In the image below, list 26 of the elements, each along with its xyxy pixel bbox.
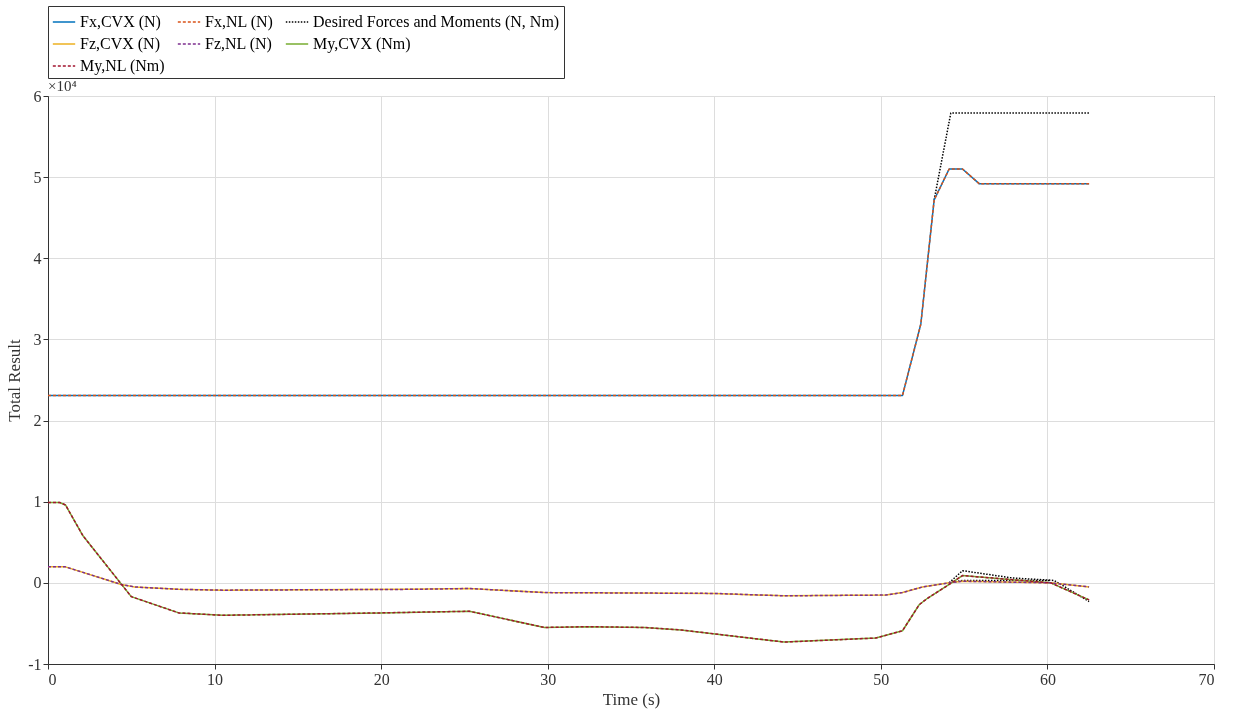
x-tick-label: 50 [873,670,890,688]
text: ×10⁴ [48,78,77,94]
x-tick-label: 30 [540,670,557,688]
y-tick-label: 2 [33,412,42,430]
legend-label: Fz,CVX (N) [80,35,160,53]
x-axis-title: Time (s) [602,689,661,709]
y-tick-label: -1 [28,655,42,673]
y-tick-label: 3 [33,330,42,348]
legend-label: My,NL (Nm) [80,57,165,75]
x-tick-label: 10 [207,670,224,688]
y-tick-label: 6 [33,87,42,105]
legend-label: Fx,CVX (N) [80,13,161,31]
x-tick-label: 20 [373,670,390,688]
legend-label: Fx,NL (N) [205,13,273,31]
y-tick-label: 5 [33,168,42,186]
x-tick-label: 40 [706,670,723,688]
x-tick-label: 0 [48,670,57,688]
legend-label: Desired Forces and Moments (N, Nm) [313,13,560,31]
x-tick-label: 70 [1198,670,1215,688]
x-tick-label: 60 [1039,670,1056,688]
legend-label: Fz,NL (N) [205,35,272,53]
y-tick-label: 1 [33,493,42,511]
y-axis-title: Total Result [5,339,25,422]
y-tick-label: 4 [33,249,42,267]
legend-label: My,CVX (Nm) [313,35,411,53]
y-tick-label: 0 [33,574,42,592]
